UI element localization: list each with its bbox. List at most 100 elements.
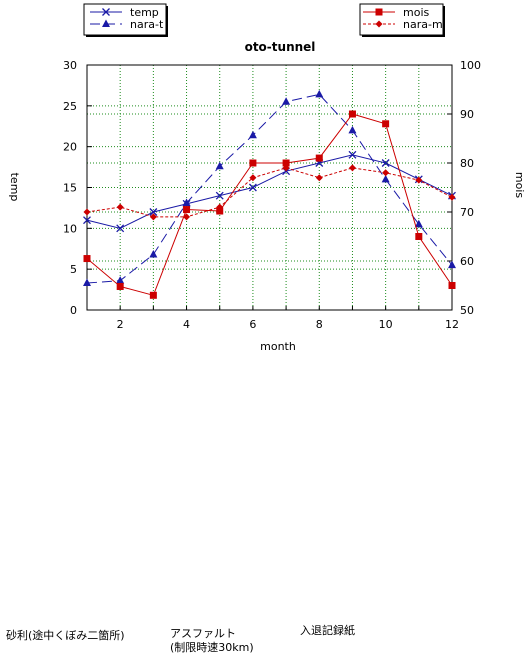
y-right-tick-label: 50 xyxy=(460,304,474,317)
series-line-temp xyxy=(86,154,453,229)
x-tick-label: 2 xyxy=(117,318,124,331)
data-point-mois xyxy=(216,207,224,215)
note-asphalt-line1: アスファルト xyxy=(170,627,236,640)
data-point-mois xyxy=(315,154,323,162)
data-point-nara-m xyxy=(315,174,323,182)
series-layer xyxy=(83,89,456,299)
legend-item-nara-t: nara-t xyxy=(90,18,164,31)
legend-right: mois nara-m xyxy=(359,3,445,37)
data-point-nara-m xyxy=(183,213,191,221)
legend-label-temp: temp xyxy=(130,6,159,19)
y-right-tick-label: 90 xyxy=(460,108,474,121)
legend-item-temp: temp xyxy=(90,6,159,19)
data-point-mois xyxy=(249,159,257,167)
data-point-nara-m xyxy=(249,174,257,182)
y-left-tick-label: 30 xyxy=(63,59,77,72)
y-right-tick-label: 60 xyxy=(460,255,474,268)
data-point-temp xyxy=(348,150,357,159)
legend-marker-temp xyxy=(102,8,110,16)
data-point-temp xyxy=(215,191,224,200)
data-point-nara-t xyxy=(315,89,324,98)
data-point-nara-m xyxy=(83,208,91,216)
data-point-temp xyxy=(83,216,91,225)
data-point-mois xyxy=(348,110,356,118)
data-point-nara-t xyxy=(282,97,291,105)
y-axis-label-left: temp xyxy=(8,173,21,202)
x-tick-label: 10 xyxy=(379,318,393,331)
data-point-nara-m xyxy=(282,164,290,172)
data-point-nara-m xyxy=(448,193,456,201)
data-point-nara-m xyxy=(216,203,224,211)
data-point-nara-t xyxy=(414,219,423,228)
data-point-temp xyxy=(149,208,158,216)
data-point-temp xyxy=(381,159,390,167)
data-point-nara-m xyxy=(116,203,124,211)
legend-left-shadow-bottom xyxy=(86,35,168,37)
data-point-mois xyxy=(116,282,124,290)
x-tick-label: 4 xyxy=(183,318,190,331)
legend-label-nara-t: nara-t xyxy=(130,18,164,31)
legend-item-nara-m: nara-m xyxy=(363,18,443,31)
y-left-tick-label: 25 xyxy=(63,100,77,113)
data-point-nara-t xyxy=(248,130,257,139)
data-point-nara-t xyxy=(448,260,456,269)
note-asphalt: アスファルト (制限時速30km) xyxy=(170,627,254,655)
data-point-mois xyxy=(282,159,290,167)
legend-item-mois: mois xyxy=(363,6,430,19)
legend-label-mois: mois xyxy=(403,6,430,19)
y-left-tick-label: 5 xyxy=(70,263,77,276)
data-point-nara-m xyxy=(149,213,157,221)
x-tick-label: 12 xyxy=(445,318,459,331)
y-right-tick-label: 100 xyxy=(460,59,481,72)
legend-right-shadow-bottom xyxy=(362,35,445,37)
axis-ticks: 2 4 6 8 10 12 0 5 10 15 20 25 30 50 60 70 80 90 100 xyxy=(63,59,481,331)
data-point-nara-m xyxy=(348,164,356,172)
legend-left-shadow xyxy=(166,6,168,37)
series-line-mois xyxy=(86,113,453,296)
data-point-mois xyxy=(149,291,157,299)
data-point-nara-t xyxy=(149,249,158,258)
series-line-nara-t xyxy=(86,93,453,284)
note-asphalt-line2: (制限時速30km) xyxy=(170,641,254,654)
grid xyxy=(87,65,452,310)
series-mois xyxy=(83,110,456,299)
data-point-temp xyxy=(248,183,257,192)
legend-marker-nara-m xyxy=(375,20,383,28)
y-left-tick-label: 15 xyxy=(63,182,77,195)
legend-left: temp nara-t xyxy=(83,3,168,37)
legend-marker-mois xyxy=(375,8,383,16)
data-point-mois xyxy=(183,206,191,214)
note-gravel: 砂利(途中くぼみ二箇所) xyxy=(6,629,125,642)
data-point-nara-t xyxy=(215,161,224,170)
data-point-mois xyxy=(448,282,456,289)
data-point-nara-t xyxy=(83,278,91,287)
series-nara-t xyxy=(83,89,456,287)
data-point-nara-m xyxy=(415,176,423,184)
y-left-tick-label: 0 xyxy=(70,304,77,317)
y-left-tick-label: 10 xyxy=(63,222,77,235)
y-right-tick-label: 70 xyxy=(460,206,474,219)
data-point-mois xyxy=(83,255,91,263)
data-point-nara-t xyxy=(182,198,191,207)
data-point-nara-t xyxy=(348,125,357,134)
data-point-nara-t xyxy=(116,276,125,284)
x-tick-label: 8 xyxy=(316,318,323,331)
chart: temp nara-t mois nara-m oto-tunnel 2 4 6 8 1… xyxy=(8,3,526,353)
data-point-nara-m xyxy=(382,169,390,177)
series-line-nara-m xyxy=(86,167,453,218)
chart-title: oto-tunnel xyxy=(245,40,316,54)
series-nara-m xyxy=(83,164,456,221)
legend-left-box xyxy=(83,3,167,36)
legend-label-nara-m: nara-m xyxy=(403,18,443,31)
data-point-nara-t xyxy=(381,174,390,183)
legend-marker-nara-t xyxy=(102,19,110,27)
y-right-tick-label: 80 xyxy=(460,157,474,170)
data-point-mois xyxy=(382,120,390,128)
note-entry-exit: 入退記録紙 xyxy=(300,624,355,637)
legend-right-shadow xyxy=(443,6,445,37)
data-point-temp xyxy=(116,224,125,233)
data-point-mois xyxy=(415,233,423,240)
x-tick-label: 6 xyxy=(249,318,256,331)
y-left-tick-label: 20 xyxy=(63,141,77,154)
y-axis-label-right: mois xyxy=(513,172,526,199)
